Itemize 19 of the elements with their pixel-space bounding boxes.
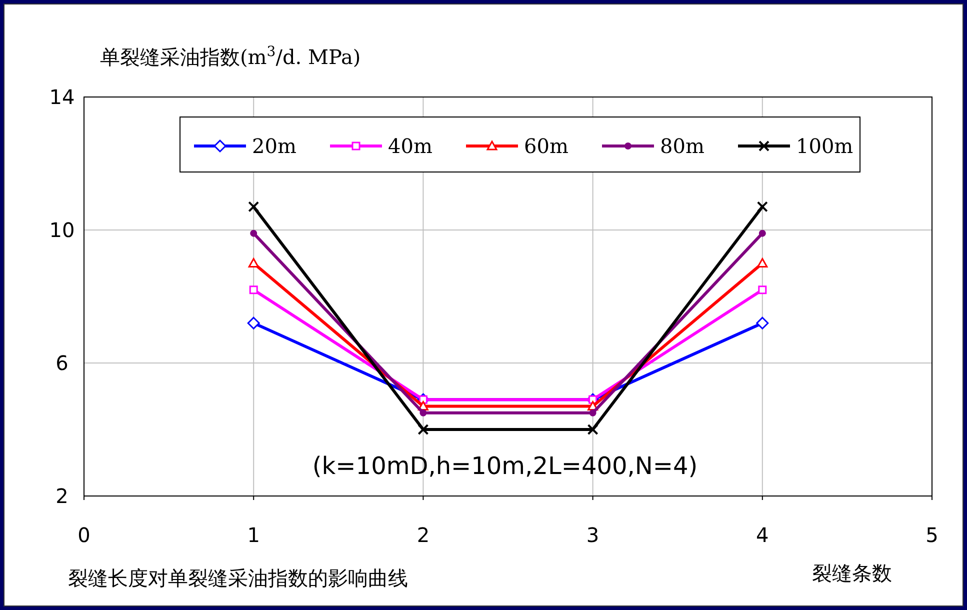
y-axis-title: 单裂缝采油指数(m$^{3}$/d. MPa) xyxy=(100,44,361,69)
annotation: (k=10mD,h=10m,2L=400,N=4) xyxy=(312,452,698,480)
x-tick-label: 0 xyxy=(78,523,90,547)
x-tick-label: 2 xyxy=(416,523,430,547)
x-tick-label: 1 xyxy=(247,523,260,547)
y-tick-label: 14 xyxy=(49,85,75,109)
text: 裂缝长度对单裂缝采油指数的影响曲线 xyxy=(68,566,408,590)
legend-label: 60m xyxy=(524,134,568,158)
x-tick-label: 3 xyxy=(586,523,600,547)
legend-label: 80m xyxy=(660,134,704,158)
legend-label: 40m xyxy=(388,134,432,158)
x-axis-title: 裂缝条数 xyxy=(812,561,892,585)
legend-label: 20m xyxy=(252,134,296,158)
y-tick-label: 10 xyxy=(49,218,75,242)
x-tick-label: 5 xyxy=(926,523,938,547)
y-tick-label: 2 xyxy=(56,484,68,508)
legend-label: 100m xyxy=(796,134,854,158)
y-tick-label: 6 xyxy=(56,351,68,375)
x-tick-label: 4 xyxy=(756,523,769,547)
